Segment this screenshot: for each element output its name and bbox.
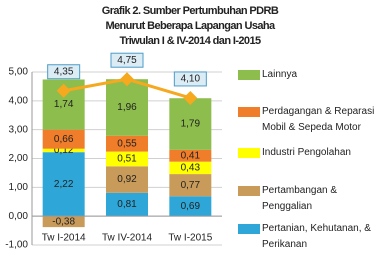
bar-segment — [42, 216, 85, 228]
total-marker — [120, 72, 134, 87]
data-label: 0,51 — [117, 154, 137, 165]
total-marker — [183, 90, 198, 105]
legend-swatch — [238, 224, 260, 234]
total-label-box — [173, 71, 207, 87]
total-label: 4,75 — [117, 55, 137, 66]
data-label: -0,38 — [52, 216, 75, 227]
bar-segment — [169, 149, 212, 162]
y-tick-label: -1,00 — [5, 240, 28, 251]
legend-label: Lainnya — [262, 69, 298, 80]
data-label: 0,43 — [181, 163, 201, 174]
total-marker — [56, 83, 71, 98]
bar-segment — [169, 174, 212, 197]
bar-segment — [42, 148, 85, 153]
bar-segment — [106, 166, 148, 193]
bar-segment — [42, 129, 85, 149]
x-tick-label: Tw I-2015 — [168, 233, 212, 244]
data-label: 2,22 — [54, 179, 74, 190]
bar-segment — [169, 98, 212, 150]
bar-segment — [106, 192, 148, 217]
chart-title: Menurut Beberapa Lapangan Usaha — [105, 20, 276, 32]
data-label: 0,81 — [117, 199, 137, 210]
data-label: 0,55 — [117, 138, 137, 149]
data-label: 0,69 — [181, 201, 201, 212]
y-tick-label: 3,00 — [9, 124, 29, 135]
legend-label: Industri Pengolahan — [262, 147, 351, 158]
total-label-box — [47, 64, 81, 80]
y-tick-label: 5,00 — [9, 67, 29, 78]
legend-swatch — [238, 186, 260, 196]
data-label: 1,79 — [181, 119, 201, 130]
y-tick-label: 1,00 — [9, 182, 29, 193]
y-tick-label: 0,00 — [9, 211, 29, 222]
data-label: 0,92 — [117, 174, 137, 185]
total-label-box — [110, 52, 144, 68]
data-label: 0,12 — [54, 145, 74, 156]
bar-segment — [169, 196, 212, 217]
y-tick-label: 2,00 — [9, 153, 29, 164]
bar-segment — [106, 135, 148, 152]
chart-title: Grafik 2. Sumber Pertumbuhan PDRB — [102, 5, 279, 17]
chart-title: Triwulan I & IV-2014 dan I-2015 — [120, 35, 261, 47]
legend-label: Pertanian, Kehutanan, & Perikanan — [262, 223, 371, 250]
legend-label: Pertambangan & Penggalian — [262, 185, 338, 212]
bar-segment — [106, 151, 148, 167]
bar-segment — [106, 79, 148, 136]
data-label: 1,74 — [54, 99, 74, 110]
total-label: 4,35 — [54, 66, 74, 77]
y-tick-label: 4,00 — [9, 95, 29, 106]
data-label: 0,66 — [54, 134, 74, 145]
legend-swatch — [238, 148, 260, 158]
bar-segment — [169, 161, 212, 175]
bar-segment — [42, 152, 85, 217]
total-label: 4,10 — [181, 74, 201, 85]
data-label: 0,41 — [181, 150, 201, 161]
legend-swatch — [238, 70, 260, 80]
data-label: 0,77 — [181, 180, 201, 191]
data-label: 1,96 — [117, 102, 137, 113]
x-tick-label: Tw IV-2014 — [102, 233, 152, 244]
legend-swatch — [238, 107, 260, 117]
legend-label: Perdagangan & Reparasi Mobil & Sepeda Mo… — [262, 106, 375, 133]
x-tick-label: Tw I-2014 — [42, 233, 86, 244]
